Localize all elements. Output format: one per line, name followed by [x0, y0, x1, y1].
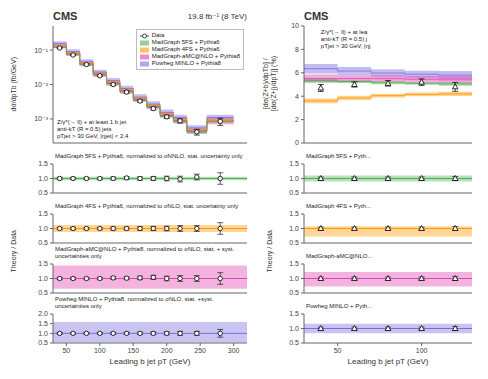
svg-text:1.5: 1.5: [38, 160, 48, 167]
svg-text:10⁻¹: 10⁻¹: [34, 47, 48, 54]
html-text:Leading b jet pT (GeV): Leading b jet pT (GeV): [109, 357, 191, 366]
svg-text:0.5: 0.5: [289, 189, 299, 196]
svg-text:0.5: 0.5: [38, 239, 48, 246]
svg-text:100: 100: [94, 347, 106, 354]
html-text:MadGraph 5FS + Pythia6, normal: MadGraph 5FS + Pythia6, normalized to σN…: [55, 153, 243, 159]
html-text:Theory / Data: Theory / Data: [9, 230, 17, 273]
html-text:Z/γ*(→ ll) + at lea anti-kT (R: Z/γ*(→ ll) + at lea anti-kT (R = 0.5) j …: [320, 29, 371, 49]
svg-text:0.5: 0.5: [38, 189, 48, 196]
svg-text:1.0: 1.0: [38, 275, 48, 282]
svg-text:1.5: 1.5: [289, 210, 299, 217]
html-text:MadGraph-aMC@NLO + Pythia8, no: MadGraph-aMC@NLO + Pythia8, normalized t…: [55, 246, 235, 259]
svg-text:1.0: 1.0: [289, 225, 299, 232]
svg-text:50: 50: [62, 347, 70, 354]
html-text:MadGraph-aMC@NLO + Pythia8: MadGraph-aMC@NLO + Pythia8: [151, 53, 240, 59]
html-text:CMS: CMS: [53, 10, 78, 22]
html-text:19.8 fb⁻¹ (8 TeV): 19.8 fb⁻¹ (8 TeV): [187, 12, 247, 21]
svg-text:50: 50: [334, 347, 342, 354]
html-text:MadGraph 4FS + Pythia6: MadGraph 4FS + Pythia6: [151, 46, 220, 52]
svg-text:1.0: 1.0: [289, 175, 299, 182]
html-text:dσ/dpTb (fb/GeV): dσ/dpTb (fb/GeV): [9, 56, 17, 112]
html-text:Powheg MINLO + Pythia8: Powheg MINLO + Pythia8: [151, 60, 221, 66]
svg-text:1.5: 1.5: [289, 310, 299, 317]
svg-text:2: 2: [295, 116, 299, 123]
svg-text:1.0: 1.0: [38, 175, 48, 182]
svg-text:1.0: 1.0: [289, 275, 299, 282]
html-text:CMS: CMS: [304, 10, 329, 22]
svg-text:0.5: 0.5: [289, 239, 299, 246]
svg-text:10⁻³: 10⁻³: [34, 115, 48, 122]
html-text:Z/γ*(→ ll) + at least 1 b jet: Z/γ*(→ ll) + at least 1 b jet anti-kT (R…: [57, 119, 129, 139]
svg-text:0.5: 0.5: [38, 289, 48, 296]
svg-text:1.5: 1.5: [38, 320, 48, 327]
svg-text:1.0: 1.0: [38, 330, 48, 337]
svg-text:150: 150: [127, 347, 139, 354]
svg-text:1.5: 1.5: [289, 260, 299, 267]
html-text:MadGraph 4FS + Pythia6, normal: MadGraph 4FS + Pythia6, normalized to σN…: [55, 203, 239, 209]
svg-text:0.5: 0.5: [38, 339, 48, 346]
svg-text:10: 10: [291, 22, 299, 29]
html-text:[dσ(Z+b)/dpTb] / [dσ(Z+j)/dpTj: [dσ(Z+b)/dpTb] / [dσ(Z+j)/dpTj] (%): [261, 56, 277, 112]
html-text:Theory / Data: Theory / Data: [265, 230, 273, 273]
svg-text:4: 4: [295, 93, 299, 100]
html-text:MadGraph 4FS + Pyth...: MadGraph 4FS + Pyth...: [306, 203, 371, 209]
svg-text:2.0: 2.0: [38, 310, 48, 317]
svg-text:0: 0: [295, 139, 299, 146]
svg-text:1.5: 1.5: [38, 260, 48, 267]
html-text:MadGraph 5FS + Pythia6: MadGraph 5FS + Pythia6: [151, 39, 220, 45]
svg-text:8: 8: [295, 46, 299, 53]
html-text:MadGraph-aMC@NLO...: MadGraph-aMC@NLO...: [306, 253, 373, 259]
svg-text:250: 250: [194, 347, 206, 354]
svg-text:6: 6: [295, 69, 299, 76]
html-text:Data: Data: [151, 32, 165, 38]
svg-text:1.0: 1.0: [289, 325, 299, 332]
svg-text:100: 100: [416, 347, 428, 354]
svg-text:0.5: 0.5: [289, 289, 299, 296]
svg-text:10⁻²: 10⁻²: [34, 81, 48, 88]
svg-text:200: 200: [161, 347, 173, 354]
svg-text:300: 300: [228, 347, 240, 354]
html-text:Leading b jet pT (GeV): Leading b jet pT (GeV): [347, 357, 429, 366]
svg-text:1.0: 1.0: [38, 225, 48, 232]
html-text:Powheg MINLO + Pythia8, normal: Powheg MINLO + Pythia8, normalized to σN…: [55, 296, 214, 309]
svg-text:1.5: 1.5: [289, 160, 299, 167]
html-text:Powheg MINLO + Pyth...: Powheg MINLO + Pyth...: [306, 303, 373, 309]
svg-text:0.5: 0.5: [289, 339, 299, 346]
html-text:MadGraph 5FS + Pyth...: MadGraph 5FS + Pyth...: [306, 153, 371, 159]
svg-text:1.5: 1.5: [38, 210, 48, 217]
